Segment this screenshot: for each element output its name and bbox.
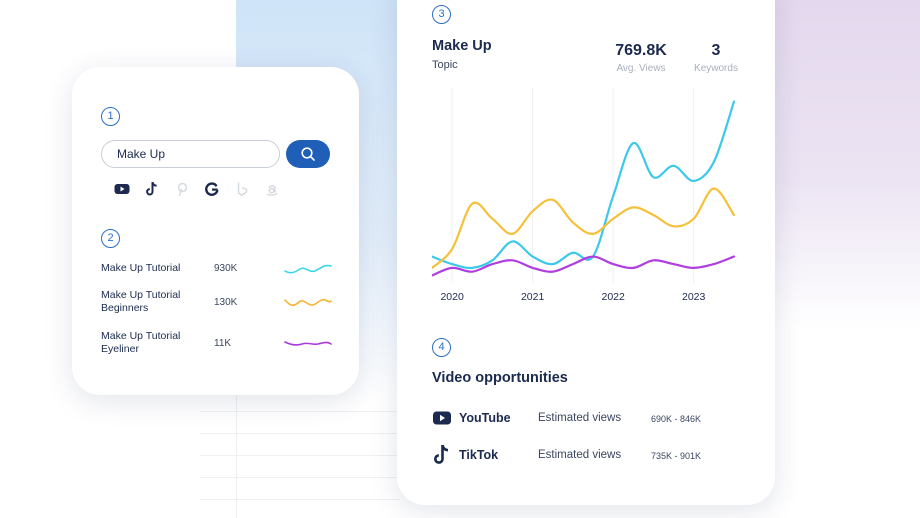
pinterest-icon[interactable] <box>173 180 191 198</box>
chart-series-line-2 <box>432 255 736 277</box>
opportunity-platform-tiktok: TikTok <box>459 448 499 462</box>
background-divider <box>236 390 237 518</box>
topic-title: Make Up <box>432 38 492 54</box>
stat-avg-views-label: Avg. Views <box>616 63 666 74</box>
search-button[interactable] <box>286 140 330 168</box>
topic-card <box>397 0 775 505</box>
tiktok-icon[interactable] <box>143 180 161 198</box>
keyword-label: Make Up Tutorial <box>101 262 181 274</box>
stat-keywords-value: 3 <box>711 42 721 59</box>
step-badge-1: 1 <box>101 107 120 126</box>
opportunity-platform-youtube: YouTube <box>459 411 511 425</box>
keyword-sparkline-2 <box>284 341 332 346</box>
step-badge-4: 4 <box>432 338 451 357</box>
opportunity-range: 735K - 901K <box>651 451 702 461</box>
keyword-sparkline-0 <box>284 264 332 274</box>
opportunity-estimate-label: Estimated views <box>538 412 622 424</box>
youtube-icon <box>433 411 451 425</box>
keyword-label: Make Up Tutorial Eyeliner <box>101 330 181 355</box>
google-icon[interactable] <box>203 180 221 198</box>
search-icon <box>301 147 315 161</box>
tiktok-icon <box>434 444 449 464</box>
video-opportunities-title: Video opportunities <box>432 370 568 386</box>
amazon-icon[interactable] <box>263 180 281 198</box>
keyword-volume: 930K <box>214 263 238 274</box>
youtube-icon[interactable] <box>113 180 131 198</box>
keyword-label: Make Up Tutorial Beginners <box>101 289 181 314</box>
keyword-volume: 130K <box>214 297 238 308</box>
search-input[interactable]: Make Up <box>101 140 280 168</box>
keyword-sparkline-1 <box>284 298 332 306</box>
bing-icon[interactable] <box>233 180 251 198</box>
chart-x-tick-label: 2021 <box>521 291 545 303</box>
chart-series-line-0 <box>432 100 736 270</box>
opportunity-range: 690K - 846K <box>651 414 702 424</box>
chart-x-tick-label: 2020 <box>440 291 464 303</box>
chart-x-tick-label: 2023 <box>682 291 706 303</box>
search-card <box>72 67 359 395</box>
background-lines <box>200 390 400 518</box>
stat-keywords-label: Keywords <box>694 63 738 74</box>
topic-subtitle: Topic <box>432 59 458 71</box>
opportunity-estimate-label: Estimated views <box>538 449 622 461</box>
trend-chart: 2020 2021 2022 2023 <box>432 88 736 303</box>
step-badge-2: 2 <box>101 229 120 248</box>
chart-x-tick-label: 2022 <box>601 291 625 303</box>
stat-avg-views-value: 769.8K <box>615 42 667 59</box>
step-badge-3: 3 <box>432 5 451 24</box>
chart-series-line-1 <box>432 187 736 269</box>
keyword-volume: 11K <box>214 338 232 349</box>
